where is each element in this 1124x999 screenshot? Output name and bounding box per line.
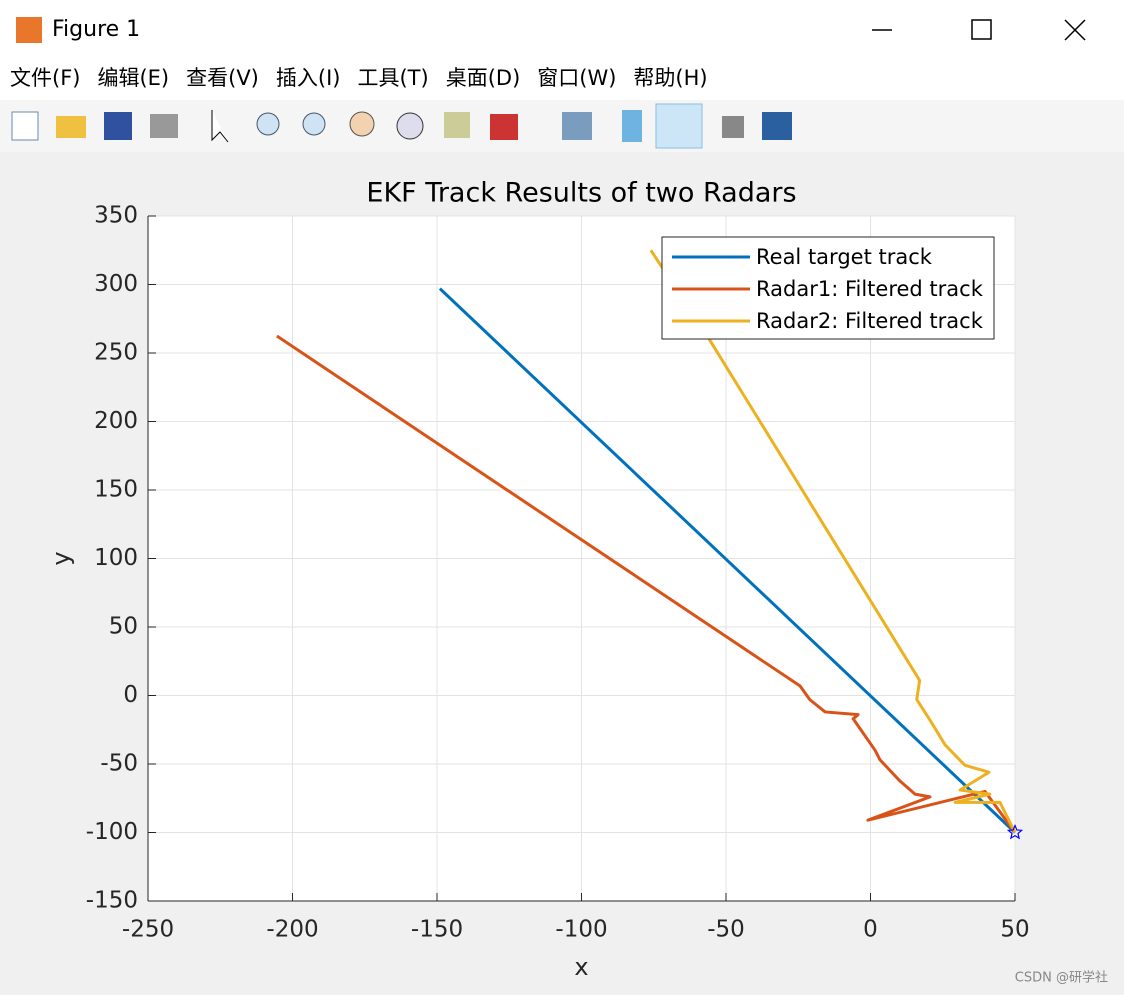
y-tick-label: 100 — [94, 545, 138, 571]
zoom-in-icon[interactable] — [256, 112, 280, 136]
y-axis-label: y — [47, 551, 75, 565]
series-line — [438, 287, 1017, 834]
menu-item[interactable]: 编辑(E) — [97, 66, 169, 90]
pan-icon[interactable] — [349, 111, 375, 137]
title-menu-bg — [0, 0, 1124, 100]
menu-item[interactable]: 文件(F) — [10, 66, 80, 90]
zoom-out-icon[interactable] — [302, 112, 326, 136]
legend-label: Real target track — [756, 245, 933, 269]
new-icon[interactable] — [11, 111, 39, 141]
maximize-button[interactable] — [971, 19, 992, 40]
brush-icon[interactable] — [490, 114, 518, 140]
x-tick-label: -150 — [411, 917, 463, 943]
series-line — [649, 249, 1017, 834]
datatip-icon[interactable] — [444, 112, 470, 138]
y-tick-label: 300 — [94, 271, 138, 297]
colorbar-icon[interactable] — [622, 110, 642, 142]
hide-icon[interactable] — [722, 116, 744, 138]
chart-title: EKF Track Results of two Radars — [366, 178, 796, 209]
legend-label: Radar2: Filtered track — [756, 309, 984, 333]
y-tick-label: -100 — [86, 819, 138, 845]
y-tick-label: 0 — [123, 682, 138, 708]
star-marker — [1006, 823, 1024, 840]
rotate-icon[interactable] — [396, 112, 424, 140]
x-tick-label: -200 — [266, 917, 318, 943]
legend: Real target track Radar1: Filtered track R… — [661, 236, 995, 340]
print-icon[interactable] — [150, 114, 178, 138]
x-tick-label: 50 — [1000, 917, 1029, 943]
menu-item[interactable]: 查看(V) — [186, 66, 259, 90]
y-tick-label: 350 — [94, 203, 138, 229]
menu-bar: 文件(F) 编辑(E) 查看(V) 插入(I) 工具(T) 桌面(D) 窗口(W) 帮助(H) — [10, 66, 708, 90]
menu-item[interactable]: 帮助(H) — [633, 66, 707, 90]
save-icon[interactable] — [104, 112, 132, 140]
plot: -250 -200 -150 -100 -50 0 50 -150 -100 -50 0 50 100 1… — [47, 178, 1030, 982]
x-tick-label: -50 — [707, 917, 745, 943]
close-button[interactable] — [1064, 19, 1086, 41]
y-tick-label: -150 — [86, 888, 138, 914]
y-tick-label: 250 — [94, 340, 138, 366]
menu-item[interactable]: 插入(I) — [276, 66, 341, 90]
y-tick-label: -50 — [100, 751, 138, 777]
x-axis-label: x — [574, 953, 588, 981]
x-tick-label: -100 — [555, 917, 607, 943]
app-icon — [16, 17, 42, 43]
x-tick-label: -250 — [122, 917, 174, 943]
window-title: Figure 1 — [52, 17, 140, 42]
y-tick-label: 200 — [94, 408, 138, 434]
open-icon[interactable] — [56, 116, 86, 138]
show-icon[interactable] — [762, 112, 792, 140]
link-icon[interactable] — [562, 112, 592, 140]
pointer-icon[interactable] — [211, 110, 229, 143]
watermark: CSDN @研学社 — [1015, 970, 1108, 986]
toolbar-icons — [11, 103, 792, 149]
x-tick-label: 0 — [863, 917, 878, 943]
menu-item[interactable]: 桌面(D) — [446, 66, 521, 90]
y-tick-label: 50 — [109, 614, 138, 640]
y-tick-label: 150 — [94, 477, 138, 503]
menu-item[interactable]: 窗口(W) — [537, 66, 616, 90]
legend-label: Radar1: Filtered track — [756, 277, 984, 301]
series-line — [276, 334, 1017, 834]
legend-icon[interactable] — [655, 103, 703, 149]
menu-item[interactable]: 工具(T) — [357, 66, 428, 90]
